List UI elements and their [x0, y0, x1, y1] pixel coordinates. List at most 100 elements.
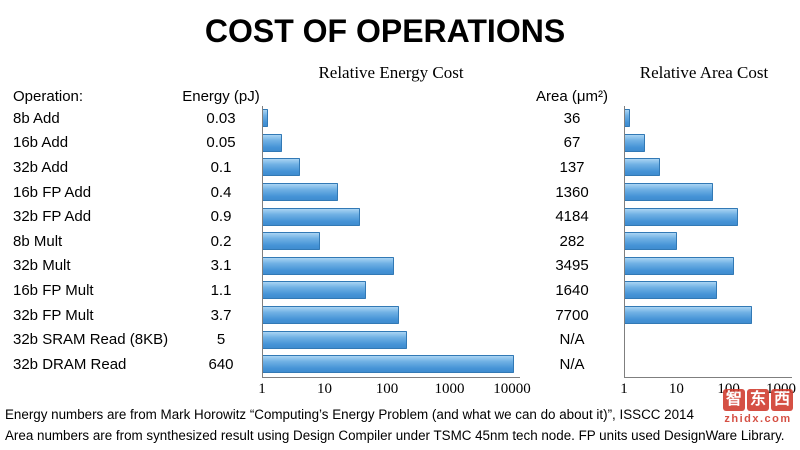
table-row: 32b Add 0.1 137	[0, 155, 800, 180]
energy-bar-track	[262, 228, 520, 254]
area-value: 137	[559, 158, 585, 176]
operation-label: 16b FP Mult	[13, 281, 94, 299]
column-header-area: Area (μm²)	[536, 88, 608, 105]
energy-bar	[263, 306, 399, 325]
area-bar-track	[624, 302, 792, 328]
area-value: N/A	[559, 355, 585, 373]
energy-value: 5	[216, 331, 226, 349]
area-value: N/A	[559, 331, 585, 349]
footer-line-2: Area numbers are from synthesized result…	[5, 427, 785, 443]
energy-value: 0.4	[210, 183, 232, 201]
table-row: 32b FP Mult 3.7 7700	[0, 302, 800, 328]
area-bar-track	[624, 179, 792, 205]
table-row: 32b DRAM Read 640 N/A	[0, 351, 800, 377]
energy-bar	[263, 133, 283, 152]
energy-bar-track	[262, 130, 520, 156]
energy-bar-track	[262, 302, 520, 328]
energy-bar	[263, 183, 339, 202]
energy-value: 1.1	[210, 281, 232, 299]
operations-table: 8b Add 0.03 36 16b Add 0.05 67 32b Add 0…	[0, 106, 800, 377]
energy-bar-track	[262, 253, 520, 279]
area-bar	[625, 109, 630, 128]
area-bar-track	[624, 130, 792, 156]
footer-notes: Energy numbers are from Mark Horowitz “C…	[5, 405, 785, 447]
column-header-energy: Energy (pJ)	[182, 88, 260, 105]
table-row: 8b Add 0.03 36	[0, 106, 800, 131]
area-bar-track	[624, 228, 792, 254]
page-title: COST OF OPERATIONS	[204, 13, 566, 49]
energy-bar-track	[262, 155, 520, 180]
energy-bar-track	[262, 351, 520, 377]
area-bar-track	[624, 253, 792, 279]
energy-bar	[263, 207, 361, 226]
energy-value: 0.03	[206, 109, 236, 127]
energy-bar	[263, 355, 514, 374]
energy-bar-track	[262, 327, 520, 352]
energy-chart-title: Relative Energy Cost	[318, 63, 464, 82]
energy-value: 0.9	[210, 208, 232, 226]
area-bar	[625, 183, 713, 202]
energy-bar	[263, 109, 268, 128]
area-chart-title: Relative Area Cost	[639, 63, 769, 82]
footer-line-1: Energy numbers are from Mark Horowitz “C…	[5, 407, 694, 422]
table-row: 32b SRAM Read (8KB) 5 N/A	[0, 327, 800, 352]
axis-tick-label: 10000	[493, 381, 531, 397]
watermark-char-2: 东	[747, 389, 769, 411]
energy-bar-track	[262, 278, 520, 303]
energy-bar	[263, 281, 366, 300]
watermark: 智东西 zhidx.com	[722, 389, 794, 425]
area-bar	[625, 281, 717, 300]
area-bar-track	[624, 155, 792, 180]
area-bar-track	[624, 106, 792, 131]
area-x-axis-line	[624, 377, 792, 378]
energy-value: 3.1	[210, 257, 232, 275]
operation-label: 32b FP Add	[13, 208, 92, 226]
operation-label: 16b FP Add	[13, 183, 92, 201]
axis-tick-label: 10	[317, 381, 332, 397]
area-value: 36	[563, 109, 581, 127]
area-bar	[625, 232, 677, 251]
energy-bar	[263, 158, 301, 177]
area-bar-track	[624, 204, 792, 229]
operation-label: 32b Mult	[13, 257, 71, 275]
operation-label: 32b FP Mult	[13, 306, 94, 324]
operation-label: 8b Mult	[13, 232, 63, 250]
area-value: 3495	[555, 257, 589, 275]
axis-tick-label: 1	[258, 381, 266, 397]
area-value: 4184	[555, 208, 589, 226]
energy-value: 3.7	[210, 306, 232, 324]
energy-value: 640	[208, 355, 234, 373]
watermark-char-3: 西	[771, 389, 793, 411]
table-row: 16b FP Mult 1.1 1640	[0, 278, 800, 303]
axis-tick-label: 1000	[434, 381, 465, 397]
energy-value: 0.05	[206, 134, 236, 152]
column-header-operation: Operation:	[13, 88, 84, 105]
energy-bar	[263, 232, 320, 251]
area-value: 282	[559, 232, 585, 250]
axis-tick-label: 100	[375, 381, 399, 397]
area-value: 67	[563, 134, 581, 152]
table-row: 32b FP Add 0.9 4184	[0, 204, 800, 229]
table-row: 16b Add 0.05 67	[0, 130, 800, 156]
energy-bar	[263, 330, 407, 349]
area-value: 1640	[555, 281, 589, 299]
energy-axis-ticks: 1 10 100 1000 10000	[258, 381, 531, 399]
area-value: 7700	[555, 306, 589, 324]
energy-value: 0.1	[210, 158, 232, 176]
area-bar	[625, 207, 739, 226]
axis-tick-label: 10	[668, 381, 684, 397]
table-row: 8b Mult 0.2 282	[0, 228, 800, 254]
watermark-domain: zhidx.com	[724, 413, 792, 425]
operation-label: 32b DRAM Read	[13, 355, 127, 373]
operation-label: 32b Add	[13, 158, 69, 176]
watermark-char-1: 智	[723, 389, 745, 411]
area-bar-track	[624, 351, 792, 377]
area-bar	[625, 256, 734, 275]
table-row: 16b FP Add 0.4 1360	[0, 179, 800, 205]
energy-x-axis-line	[262, 377, 520, 378]
area-bar-track	[624, 278, 792, 303]
operation-label: 32b SRAM Read (8KB)	[13, 331, 169, 349]
operation-label: 8b Add	[13, 109, 60, 127]
axis-tick-label: 1	[620, 381, 628, 397]
